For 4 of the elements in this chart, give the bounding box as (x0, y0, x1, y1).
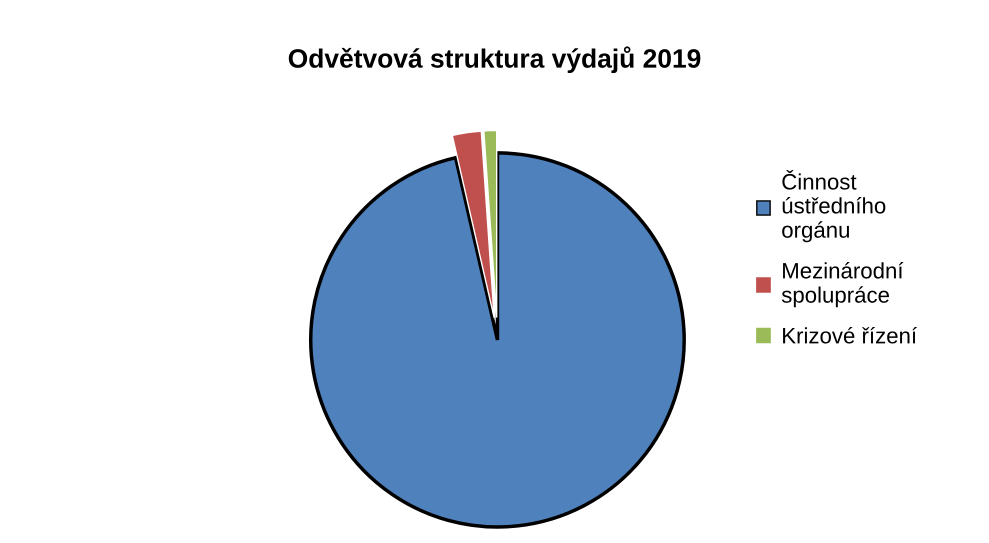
legend-label: Činnost ústředního orgánu (782, 170, 886, 242)
chart-title: Odvětvová struktura výdajů 2019 (288, 46, 700, 74)
legend-label: Krizové řízení (783, 326, 917, 344)
legend-label: Mezinárodní spolupráce (782, 262, 904, 308)
